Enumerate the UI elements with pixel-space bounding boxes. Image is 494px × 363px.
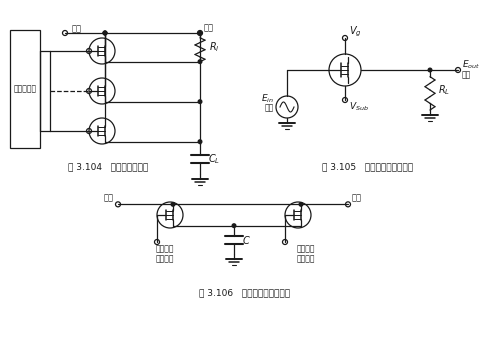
Circle shape [103, 31, 107, 35]
Text: 输出: 输出 [352, 194, 362, 203]
Bar [10, 30, 40, 148]
Circle shape [428, 68, 432, 72]
Text: 输入: 输入 [104, 194, 114, 203]
Text: $C_L$: $C_L$ [208, 152, 220, 166]
Circle shape [232, 224, 236, 228]
Text: 输入: 输入 [72, 24, 82, 33]
Text: $R_L$: $R_L$ [438, 83, 450, 97]
Text: $E_{out}$: $E_{out}$ [462, 59, 480, 71]
Circle shape [198, 31, 202, 35]
Text: 输出: 输出 [204, 24, 214, 33]
Text: $V_g$: $V_g$ [349, 25, 362, 39]
Circle shape [299, 203, 303, 206]
Text: $E_{in}$: $E_{in}$ [261, 93, 274, 105]
Text: 图 3.105   模拟开关的基本电路: 图 3.105 模拟开关的基本电路 [323, 163, 413, 171]
Text: 输入: 输入 [265, 103, 274, 113]
Text: $V_{Sub}$: $V_{Sub}$ [349, 101, 369, 113]
Circle shape [103, 31, 107, 35]
Text: $R_l$: $R_l$ [209, 40, 220, 54]
Circle shape [103, 31, 107, 35]
Circle shape [198, 140, 202, 143]
Text: 图 3.106   模拟存储器基本电路: 图 3.106 模拟存储器基本电路 [200, 289, 290, 298]
Text: $C$: $C$ [242, 234, 251, 246]
Text: 用移位寄
存器通断: 用移位寄 存器通断 [297, 244, 315, 264]
Text: 输出: 输出 [462, 70, 471, 79]
Circle shape [198, 60, 202, 64]
Circle shape [198, 100, 202, 103]
Text: 环形计数器: 环形计数器 [13, 85, 37, 94]
Circle shape [171, 203, 175, 206]
Text: 图 3.104   多路调制器开关: 图 3.104 多路调制器开关 [68, 163, 148, 171]
Text: 用移位寄
存器通断: 用移位寄 存器通断 [156, 244, 174, 264]
